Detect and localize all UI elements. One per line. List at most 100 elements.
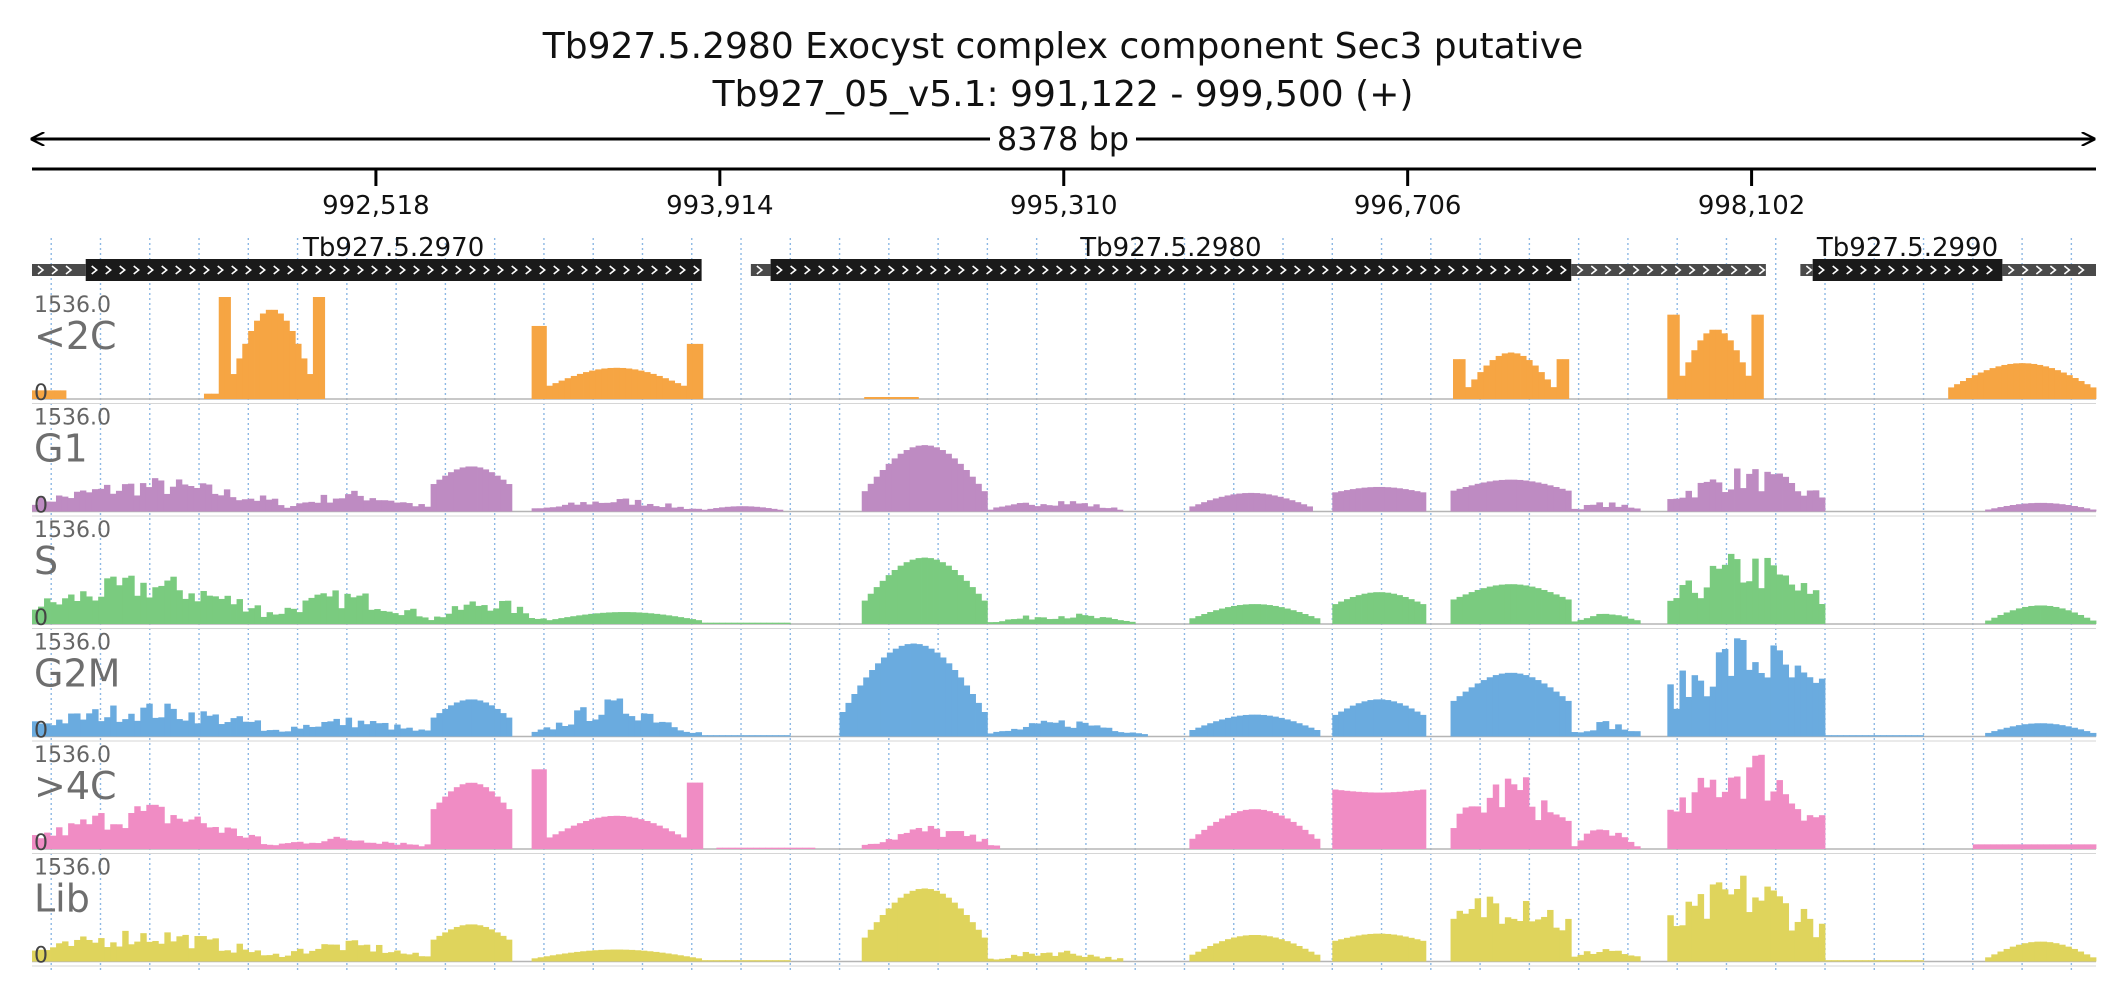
coverage-bar bbox=[283, 320, 290, 399]
coverage-bar bbox=[531, 769, 540, 849]
coverage-bar bbox=[1396, 935, 1403, 962]
coverage-bar bbox=[1577, 509, 1585, 512]
coverage-bar bbox=[56, 827, 63, 849]
coverage-bar bbox=[1806, 490, 1814, 512]
coverage-bar bbox=[607, 816, 614, 849]
coverage-bar bbox=[424, 730, 432, 737]
coverage-bar bbox=[272, 729, 280, 737]
coverage-bar bbox=[730, 506, 737, 512]
coverage-bar bbox=[1679, 497, 1686, 512]
coverage-bar bbox=[1486, 481, 1494, 512]
coverage-bar bbox=[766, 960, 773, 962]
coverage-bar bbox=[1492, 480, 1500, 512]
coverage-bar bbox=[2022, 503, 2029, 512]
coverage-bar bbox=[1219, 608, 1226, 624]
coverage-bar bbox=[873, 587, 881, 624]
coverage-bar bbox=[1040, 720, 1048, 737]
coverage-bar bbox=[1236, 605, 1244, 624]
coverage-bar bbox=[1456, 813, 1464, 849]
strand-chevron bbox=[1434, 265, 1441, 275]
coverage-bar bbox=[790, 847, 797, 849]
track-min-label: 0 bbox=[34, 944, 48, 969]
coverage-bar bbox=[1734, 776, 1741, 849]
coverage-bar bbox=[1379, 592, 1386, 624]
coverage-bar bbox=[1740, 488, 1747, 512]
coverage-bar bbox=[453, 926, 461, 962]
coverage-bar bbox=[92, 942, 99, 962]
coverage-bar bbox=[631, 817, 639, 849]
coverage-bar bbox=[933, 559, 940, 624]
coverage-bar bbox=[2034, 502, 2041, 512]
coverage-bar bbox=[194, 816, 201, 849]
coverage-bar bbox=[1278, 607, 1285, 624]
coverage-bar bbox=[333, 836, 340, 849]
strand-chevron bbox=[2007, 265, 2015, 275]
coverage-bar bbox=[242, 721, 249, 737]
track-name: G2M bbox=[34, 652, 120, 696]
coverage-bar bbox=[1414, 491, 1421, 512]
gene-utr bbox=[2002, 264, 2096, 276]
coverage-bar bbox=[140, 707, 147, 737]
coverage-bar bbox=[301, 358, 308, 399]
coverage-bar bbox=[482, 787, 490, 849]
coverage-bar bbox=[987, 622, 994, 624]
coverage-bar bbox=[1510, 584, 1518, 624]
coverage-bar bbox=[1751, 314, 1758, 399]
coverage-bar bbox=[74, 824, 81, 849]
coverage-bar bbox=[1117, 732, 1125, 737]
coverage-bar bbox=[362, 593, 369, 624]
coverage-bar bbox=[1516, 479, 1524, 512]
coverage-bar bbox=[1260, 604, 1267, 624]
coverage-bar bbox=[1715, 568, 1723, 624]
coverage-bar bbox=[1691, 350, 1698, 399]
coverage-bar bbox=[1633, 846, 1641, 849]
coverage-bar bbox=[327, 721, 334, 737]
coverage-bar bbox=[206, 939, 213, 962]
coverage-bar bbox=[921, 831, 929, 849]
coverage-bar bbox=[600, 612, 607, 624]
coverage-bar bbox=[531, 508, 539, 512]
coverage-bar bbox=[1758, 900, 1765, 962]
coverage-bar bbox=[1468, 806, 1476, 849]
genomic-location: Tb927_05_v5.1: 991,122 - 999,500 (+) bbox=[712, 74, 1414, 115]
coverage-bar bbox=[1529, 481, 1536, 512]
coverage-bar bbox=[465, 466, 472, 512]
coverage-bar bbox=[549, 955, 557, 962]
coverage-bar bbox=[500, 479, 507, 512]
coverage-bar bbox=[1022, 502, 1030, 512]
coverage-bar bbox=[583, 821, 590, 849]
coverage-bar bbox=[1898, 735, 1906, 737]
coverage-bar bbox=[619, 816, 627, 849]
coverage-bar bbox=[442, 796, 449, 849]
coverage-bar bbox=[722, 847, 730, 849]
coverage-bar bbox=[640, 950, 648, 962]
coverage-bar bbox=[879, 842, 887, 849]
coverage-bar bbox=[1081, 503, 1088, 512]
coverage-bar bbox=[1522, 480, 1530, 512]
coverage-bar bbox=[731, 622, 738, 624]
coverage-bar bbox=[1111, 507, 1118, 512]
coverage-bar bbox=[939, 562, 946, 624]
coverage-bar bbox=[188, 593, 195, 624]
coverage-bar bbox=[1898, 960, 1906, 962]
coverage-bar bbox=[1483, 365, 1490, 399]
coverage-bar bbox=[1990, 844, 1997, 849]
coverage-bar bbox=[570, 825, 578, 849]
coverage-bar bbox=[60, 390, 67, 399]
coverage-bar bbox=[230, 828, 237, 849]
coverage-bar bbox=[1314, 838, 1321, 849]
coverage-bar bbox=[32, 721, 39, 737]
coverage-bar bbox=[701, 735, 708, 737]
coverage-bar bbox=[2065, 610, 2072, 624]
coverage-bar bbox=[1290, 610, 1297, 624]
coverage-bar bbox=[2084, 384, 2091, 399]
coverage-bar bbox=[1225, 815, 1232, 849]
coverage-bar bbox=[1349, 596, 1357, 624]
coverage-bar bbox=[1917, 960, 1924, 962]
coverage-bar bbox=[218, 598, 225, 624]
coverage-bar bbox=[1818, 603, 1826, 624]
coverage-bar bbox=[689, 957, 696, 962]
coverage-bar bbox=[2059, 504, 2066, 512]
coverage-bar bbox=[1782, 664, 1790, 737]
coverage-bar bbox=[1367, 592, 1374, 624]
